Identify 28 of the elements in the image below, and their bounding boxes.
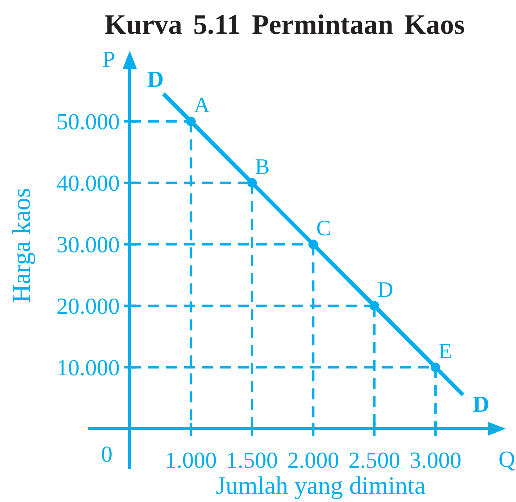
annotation: A [194, 92, 210, 118]
annotation: D [378, 277, 394, 302]
y-axis-title: Harga kaos [7, 188, 36, 303]
x-tick-label: 3.000 [410, 448, 462, 473]
y-tick-label: 10.000 [56, 356, 120, 381]
point [370, 301, 380, 311]
point [186, 116, 196, 126]
y-tick-label: 20.000 [56, 294, 120, 320]
annotation: D [147, 66, 164, 92]
annotation: E [438, 338, 452, 364]
y-tick-label: 30.000 [56, 232, 120, 258]
chart-title: Kurva 5.11 Permintaan Kaos [104, 10, 466, 41]
point [308, 240, 318, 250]
point [247, 178, 258, 188]
x-tick-label: 2.500 [348, 448, 400, 473]
x-tick-label: 2.000 [288, 448, 340, 473]
annotation: B [255, 154, 270, 180]
y-tick-label: 50.000 [56, 110, 120, 135]
point [430, 362, 441, 372]
text: Q [498, 447, 516, 472]
annotation: C [316, 216, 332, 241]
x-tick-label: 1.500 [226, 448, 278, 473]
text: P [102, 47, 116, 72]
text: 0 [101, 442, 113, 467]
annotation: D [472, 392, 490, 418]
y-tick-label: 40.000 [56, 171, 120, 196]
x-axis-title: Jumlah yang diminta [216, 473, 426, 500]
x-tick-label: 1.000 [165, 448, 218, 473]
